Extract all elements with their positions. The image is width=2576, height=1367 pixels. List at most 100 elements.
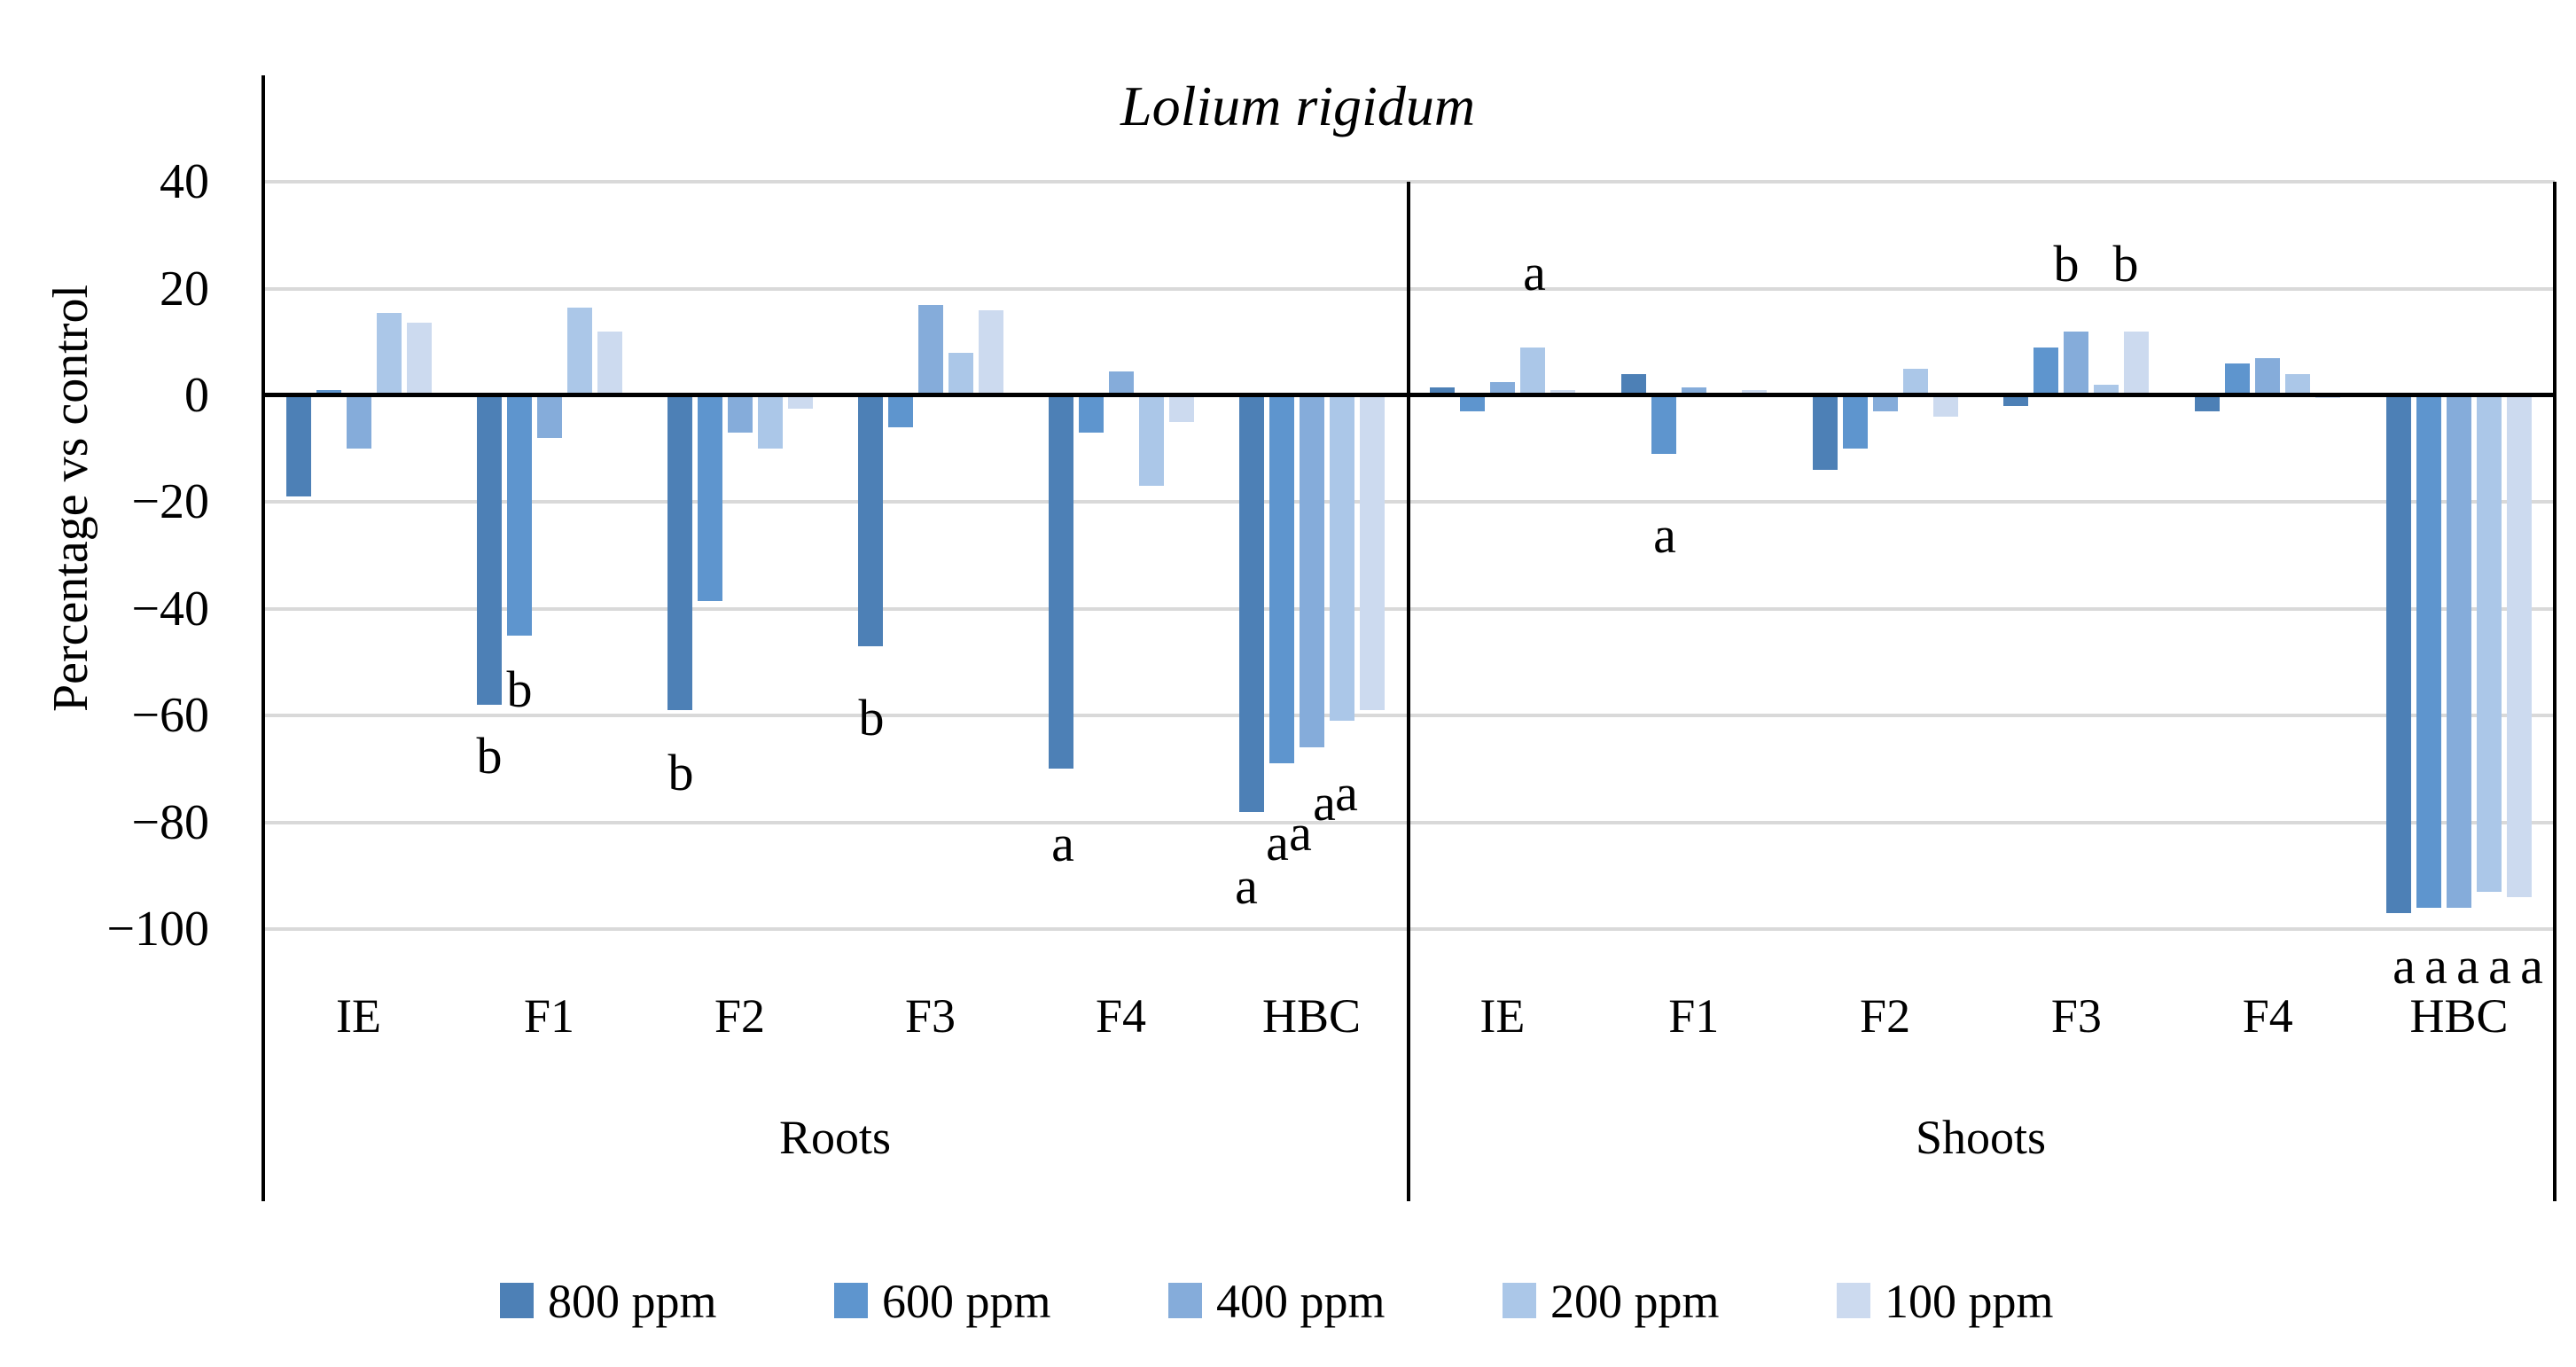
bar-shoots-hbc-100ppm — [2507, 395, 2533, 897]
bar-roots-f4-600ppm — [1078, 395, 1104, 434]
bar-shoots-f2-600ppm — [1842, 395, 1868, 449]
y-tick-label: 0 — [184, 368, 209, 423]
bar-roots-f2-200ppm — [757, 395, 783, 449]
x-category-label: IE — [1479, 989, 1526, 1043]
bar-roots-f3-400ppm — [917, 304, 943, 395]
y-tick-label: −40 — [131, 581, 209, 637]
legend-swatch-400ppm — [1168, 1283, 1202, 1318]
bar-roots-hbc-400ppm — [1299, 395, 1324, 748]
significance-letter: a — [1266, 814, 1289, 871]
legend-label: 400 ppm — [1216, 1275, 1386, 1328]
x-category-label: IE — [336, 989, 381, 1043]
significance-letter: b — [858, 689, 885, 746]
bar-roots-f2-600ppm — [697, 395, 722, 601]
bar-roots-f3-100ppm — [978, 309, 1003, 395]
x-category-label: F1 — [523, 989, 575, 1043]
y-tick-label: 20 — [160, 261, 209, 316]
bar-roots-ie-800ppm — [285, 395, 311, 497]
significance-letter: b — [506, 660, 533, 718]
bar-roots-f4-800ppm — [1048, 395, 1073, 769]
bar-shoots-ie-600ppm — [1459, 395, 1485, 412]
bar-roots-f3-800ppm — [857, 395, 883, 646]
bar-shoots-f3-200ppm — [2094, 384, 2119, 395]
y-tick-label: −80 — [131, 794, 209, 850]
legend-swatch-200ppm — [1503, 1283, 1536, 1318]
significance-letter: b — [476, 727, 503, 785]
bar-shoots-hbc-400ppm — [2447, 395, 2472, 908]
significance-letter: a — [2456, 937, 2479, 995]
bar-shoots-f3-600ppm — [2033, 347, 2059, 395]
x-category-label: F4 — [1095, 989, 1147, 1043]
bar-shoots-f2-200ppm — [1902, 368, 1928, 395]
bar-shoots-f2-800ppm — [1812, 395, 1838, 471]
significance-letter: a — [1313, 774, 1336, 832]
x-category-label: F4 — [2242, 989, 2293, 1043]
y-tick-label: −20 — [131, 474, 209, 530]
bar-roots-f2-400ppm — [727, 395, 753, 434]
significance-letter: b — [2112, 235, 2139, 293]
x-category-label: F2 — [714, 989, 766, 1043]
bar-shoots-hbc-200ppm — [2477, 395, 2502, 892]
y-tick-label: −60 — [131, 688, 209, 744]
legend-swatch-100ppm — [1837, 1283, 1870, 1318]
bar-roots-f2-100ppm — [787, 395, 813, 410]
significance-letter: a — [2488, 937, 2511, 995]
bar-shoots-f1-600ppm — [1651, 395, 1676, 455]
bar-shoots-f4-600ppm — [2225, 363, 2251, 395]
bar-shoots-hbc-600ppm — [2416, 395, 2442, 908]
bar-shoots-f1-100ppm — [1741, 389, 1767, 395]
significance-letter: b — [667, 744, 694, 801]
legend-label: 800 ppm — [548, 1275, 717, 1328]
bar-shoots-f1-800ppm — [1620, 373, 1646, 395]
bar-shoots-f3-100ppm — [2124, 331, 2150, 395]
significance-letter: a — [2520, 937, 2543, 995]
bar-shoots-ie-800ppm — [1429, 387, 1455, 395]
significance-letter: a — [1289, 804, 1312, 862]
panel-label: Shoots — [1915, 1111, 2047, 1164]
x-category-label: F3 — [904, 989, 956, 1043]
bar-roots-f4-400ppm — [1108, 371, 1134, 395]
chart-title: Lolium rigidum — [1120, 74, 1476, 137]
bar-roots-ie-200ppm — [376, 313, 402, 395]
legend-swatch-600ppm — [834, 1283, 868, 1318]
bar-shoots-f3-400ppm — [2064, 331, 2089, 395]
legend-label: 100 ppm — [1885, 1275, 2054, 1328]
x-category-label: F2 — [1860, 989, 1911, 1043]
bar-roots-ie-400ppm — [346, 395, 371, 449]
bar-roots-hbc-200ppm — [1329, 395, 1354, 722]
bar-roots-hbc-800ppm — [1238, 395, 1264, 812]
significance-letter: a — [1653, 506, 1676, 564]
legend-label: 200 ppm — [1550, 1275, 1720, 1328]
significance-letter: a — [2393, 937, 2416, 995]
significance-letter: a — [1523, 244, 1546, 301]
bar-roots-f3-600ppm — [887, 395, 913, 428]
y-axis-line — [262, 75, 265, 1201]
panel-divider-line — [1407, 182, 1410, 1201]
bar-roots-f4-100ppm — [1168, 395, 1194, 423]
bar-shoots-f1-400ppm — [1681, 387, 1706, 395]
y-tick-label: 40 — [160, 154, 209, 210]
bar-shoots-f3-800ppm — [2003, 395, 2029, 407]
bar-shoots-f2-400ppm — [1872, 395, 1898, 412]
bar-roots-f1-800ppm — [476, 395, 502, 706]
legend-swatch-800ppm — [500, 1283, 534, 1318]
bar-roots-f1-600ppm — [506, 395, 532, 636]
x-category-label: F3 — [2050, 989, 2102, 1043]
significance-letter: a — [1051, 815, 1074, 872]
legend-label: 600 ppm — [882, 1275, 1051, 1328]
bar-roots-f1-100ppm — [597, 331, 622, 395]
plot-right-border — [2553, 182, 2556, 1201]
bar-roots-f3-200ppm — [948, 352, 973, 395]
bar-shoots-f4-400ppm — [2255, 357, 2281, 395]
bar-roots-f4-200ppm — [1138, 395, 1164, 487]
y-tick-label: −100 — [106, 902, 209, 957]
bar-roots-f1-400ppm — [536, 395, 562, 439]
bar-shoots-f4-800ppm — [2195, 395, 2221, 412]
x-category-label: HBC — [2409, 989, 2509, 1043]
bar-shoots-ie-100ppm — [1550, 389, 1575, 395]
panel-label: Roots — [778, 1111, 892, 1164]
significance-letter: a — [1235, 857, 1258, 915]
bar-shoots-hbc-800ppm — [2386, 395, 2412, 913]
bar-shoots-f2-100ppm — [1932, 395, 1958, 418]
